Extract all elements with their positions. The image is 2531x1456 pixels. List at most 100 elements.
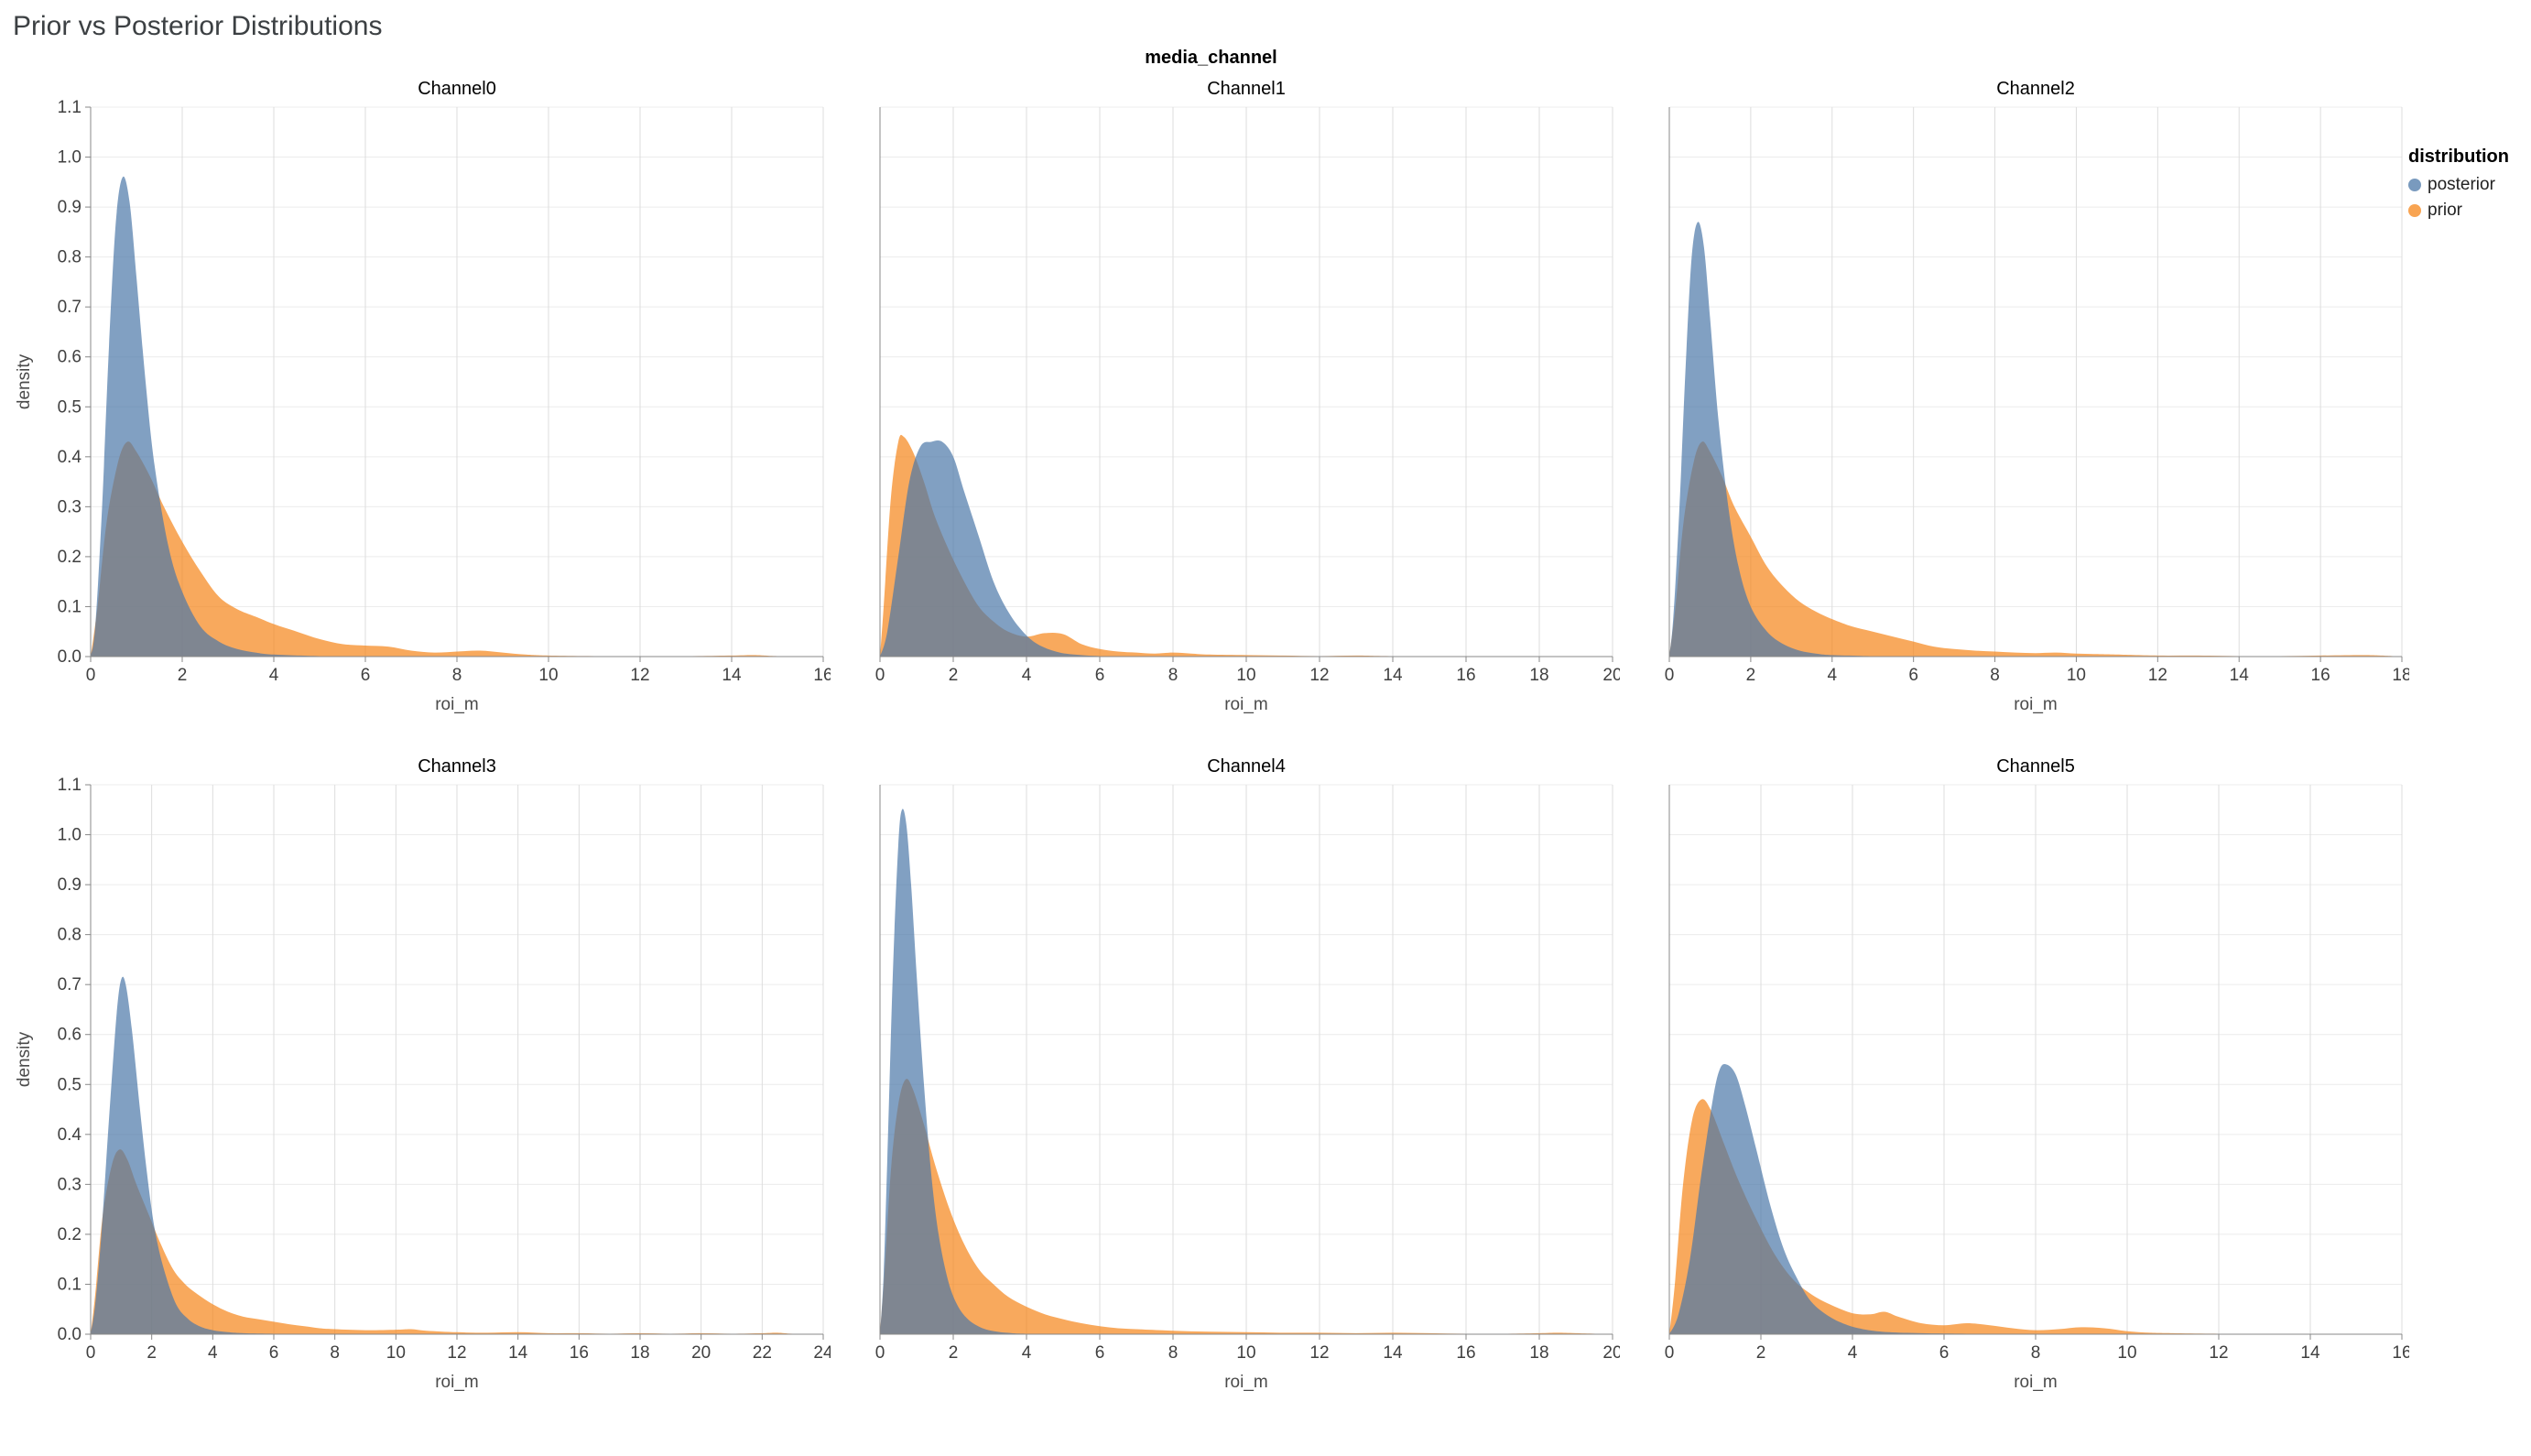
svg-text:8: 8	[1990, 666, 2000, 685]
svg-text:0.7: 0.7	[58, 298, 81, 317]
svg-text:20: 20	[1602, 666, 1620, 685]
svg-text:0: 0	[875, 1343, 885, 1363]
chart-row-bottom: Channel3 0 2 4 6 8 10 12 14 16 18 20 22 24 roi_m 0.0 0.1…	[13, 750, 2409, 1395]
svg-text:8: 8	[452, 666, 462, 685]
legend-item-label: posterior	[2428, 175, 2495, 194]
svg-text:10: 10	[386, 1343, 406, 1363]
svg-text:16: 16	[2392, 1343, 2409, 1363]
svg-text:density: density	[15, 1031, 34, 1087]
svg-text:6: 6	[361, 666, 371, 685]
svg-text:1.1: 1.1	[58, 776, 81, 795]
svg-text:8: 8	[1168, 666, 1179, 685]
svg-text:0: 0	[86, 1343, 96, 1363]
svg-text:22: 22	[753, 1343, 772, 1363]
posterior-area	[1669, 222, 2402, 657]
svg-text:12: 12	[1309, 1343, 1329, 1363]
svg-text:Channel0: Channel0	[418, 79, 496, 99]
svg-text:18: 18	[630, 1343, 649, 1363]
svg-text:Channel2: Channel2	[1996, 79, 2075, 99]
svg-text:1.0: 1.0	[58, 826, 81, 845]
page-title: Prior vs Posterior Distributions	[13, 11, 383, 41]
svg-text:8: 8	[2031, 1343, 2041, 1363]
svg-text:10: 10	[538, 666, 558, 685]
svg-text:12: 12	[2148, 666, 2167, 685]
svg-text:16: 16	[570, 1343, 589, 1363]
svg-text:20: 20	[691, 1343, 711, 1363]
svg-text:10: 10	[1236, 1343, 1255, 1363]
svg-text:Channel1: Channel1	[1207, 79, 1286, 99]
svg-text:roi_m: roi_m	[1224, 695, 1268, 714]
svg-text:0: 0	[1665, 1343, 1675, 1363]
svg-text:2: 2	[147, 1343, 157, 1363]
svg-text:0.9: 0.9	[58, 875, 81, 895]
svg-text:0: 0	[1665, 666, 1675, 685]
svg-text:2: 2	[1746, 666, 1756, 685]
chart-channel4: Channel4 0 2 4 6 8 10 12 14 16 18 20 roi_m	[875, 756, 1620, 1392]
legend: distribution posterior prior	[2408, 147, 2509, 226]
svg-text:12: 12	[447, 1343, 466, 1363]
prior-area	[1669, 441, 2402, 657]
svg-text:0.8: 0.8	[58, 926, 81, 945]
posterior-area	[880, 440, 1613, 657]
svg-text:0.8: 0.8	[58, 248, 81, 267]
svg-text:0.5: 0.5	[58, 1075, 81, 1094]
svg-text:8: 8	[1168, 1343, 1179, 1363]
svg-text:1.0: 1.0	[58, 148, 81, 168]
svg-text:6: 6	[269, 1343, 279, 1363]
svg-text:0.4: 0.4	[58, 448, 82, 467]
chart-channel5: Channel5 0 2 4 6 8 10 12 14 16 roi_m	[1665, 756, 2409, 1392]
svg-text:6: 6	[1939, 1343, 1950, 1363]
svg-text:4: 4	[1827, 666, 1837, 685]
svg-text:6: 6	[1908, 666, 1918, 685]
svg-text:0.1: 0.1	[58, 1275, 81, 1294]
svg-text:20: 20	[1602, 1343, 1620, 1363]
svg-text:2: 2	[949, 1343, 959, 1363]
posterior-area	[91, 976, 823, 1335]
svg-text:14: 14	[1383, 1343, 1403, 1363]
legend-item-prior: prior	[2408, 201, 2509, 221]
svg-text:Channel3: Channel3	[418, 756, 496, 777]
svg-text:4: 4	[269, 666, 279, 685]
svg-text:roi_m: roi_m	[2014, 1373, 2058, 1392]
svg-text:0.3: 0.3	[58, 497, 81, 516]
svg-text:roi_m: roi_m	[435, 1373, 479, 1392]
svg-text:6: 6	[1095, 666, 1105, 685]
chart-row-top: Channel0 0 2 4 6 8 10 12 14 16 roi_m 0.0 0.1 0.2 0.3 0.…	[13, 72, 2409, 717]
prior-swatch-icon	[2408, 204, 2421, 217]
svg-text:14: 14	[2230, 666, 2250, 685]
posterior-swatch-icon	[2408, 179, 2421, 191]
svg-text:4: 4	[1848, 1343, 1858, 1363]
svg-text:roi_m: roi_m	[2014, 695, 2058, 714]
svg-text:density: density	[15, 353, 34, 409]
legend-item-posterior: posterior	[2408, 175, 2509, 195]
svg-text:0.0: 0.0	[58, 647, 81, 667]
svg-text:16: 16	[2311, 666, 2330, 685]
svg-text:14: 14	[2300, 1343, 2320, 1363]
svg-text:0.4: 0.4	[58, 1125, 82, 1145]
svg-text:10: 10	[1236, 666, 1255, 685]
chart-area: media_channel Channel0 0 2 4 6 8 10 12 14 16 roi_m…	[13, 48, 2409, 1395]
svg-text:12: 12	[630, 666, 649, 685]
svg-text:0.6: 0.6	[58, 348, 81, 367]
facet-header: media_channel	[1145, 48, 1277, 68]
svg-text:2: 2	[949, 666, 959, 685]
svg-text:4: 4	[1022, 1343, 1032, 1363]
svg-text:Channel4: Channel4	[1207, 756, 1286, 777]
posterior-area	[1669, 1064, 2402, 1335]
svg-text:16: 16	[813, 666, 831, 685]
chart-channel1: Channel1 0 2 4 6 8 10 12 14 16 18 20 roi_m	[875, 79, 1620, 714]
svg-text:16: 16	[1456, 1343, 1475, 1363]
svg-text:18: 18	[2392, 666, 2409, 685]
svg-text:0.3: 0.3	[58, 1175, 81, 1194]
posterior-area	[91, 176, 823, 657]
svg-text:0.2: 0.2	[58, 548, 81, 567]
legend-title: distribution	[2408, 147, 2509, 167]
svg-text:2: 2	[1756, 1343, 1766, 1363]
svg-text:4: 4	[1022, 666, 1032, 685]
svg-text:0.9: 0.9	[58, 198, 81, 217]
legend-item-label: prior	[2428, 201, 2463, 220]
svg-text:6: 6	[1095, 1343, 1105, 1363]
svg-text:14: 14	[508, 1343, 528, 1363]
svg-text:8: 8	[330, 1343, 340, 1363]
